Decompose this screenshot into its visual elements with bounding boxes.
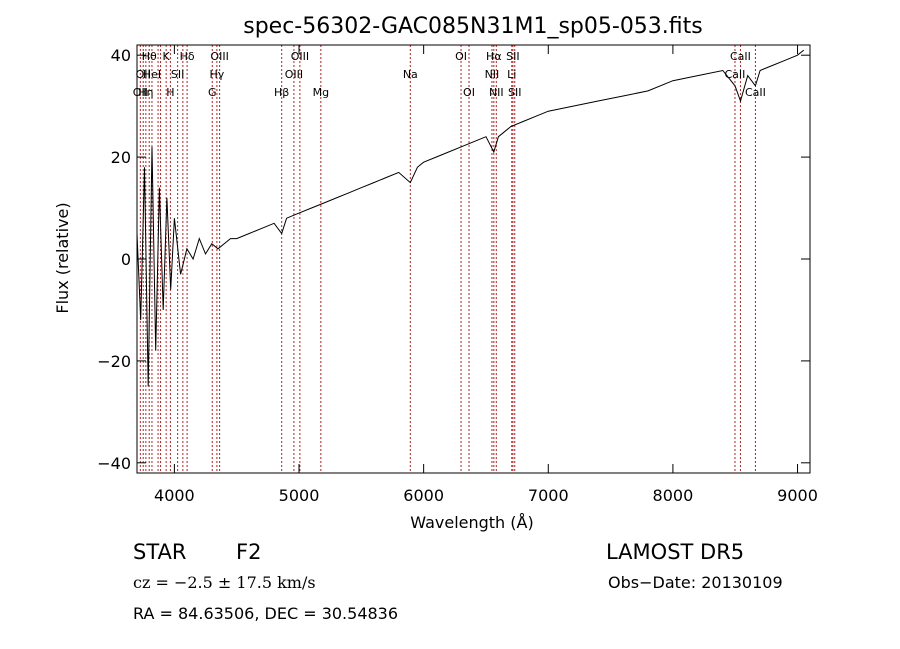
line-label-22: NII	[485, 68, 500, 81]
line-label-29: CaII	[730, 50, 751, 63]
x-tick-label-5: 9000	[777, 486, 818, 505]
flux-series-group	[136, 49, 805, 387]
line-label-11: Hδ	[180, 50, 195, 63]
chart-title: spec-56302-GAC085N31M1_sp05-053.fits	[243, 14, 703, 39]
line-label-1: OII	[136, 68, 151, 81]
x-tick-label-3: 7000	[528, 486, 569, 505]
line-label-27: SII	[508, 86, 521, 99]
line-label-26: SII	[506, 50, 519, 63]
x-tick-label-1: 5000	[279, 486, 320, 505]
spectral-line-labels: OIIOIIHηHθHeIKHSIIHδGHγOIIIHβOIIIOIIIMgN…	[133, 50, 766, 99]
y-tick-label-2: 0	[121, 250, 131, 269]
line-label-7: K	[163, 50, 171, 63]
x-axis-ticks: 4000 5000 6000 7000 8000 9000	[154, 45, 818, 505]
flux-series-line-0	[136, 49, 805, 387]
line-label-2: Hη	[138, 86, 153, 99]
y-tick-label-1: −20	[97, 352, 131, 371]
line-label-9: SII	[171, 68, 184, 81]
line-label-3: Hθ	[142, 50, 157, 63]
line-label-28: CaII	[725, 68, 746, 81]
line-label-18: Mg	[313, 86, 329, 99]
line-label-20: OI	[455, 50, 467, 63]
x-tick-label-2: 6000	[403, 486, 444, 505]
y-axis-ticks: −40 −20 0 20 40	[97, 46, 810, 473]
line-label-13: Hγ	[209, 68, 224, 81]
y-tick-label-4: 40	[111, 46, 131, 65]
line-label-15: Hβ	[274, 86, 289, 99]
x-tick-label-4: 8000	[653, 486, 694, 505]
spectral-line-markers	[139, 45, 756, 473]
line-label-8: H	[166, 86, 174, 99]
obs-date: Obs−Date: 20130109	[608, 573, 783, 592]
y-tick-label-3: 20	[111, 148, 131, 167]
line-label-30: CaII	[745, 86, 766, 99]
line-label-12: G	[208, 86, 217, 99]
line-label-25: Li	[507, 68, 516, 81]
line-label-14: OIII	[210, 50, 228, 63]
line-label-16: OIII	[285, 68, 303, 81]
y-axis-label: Flux (relative)	[53, 202, 72, 313]
line-label-24: NII	[489, 86, 504, 99]
plot-frame	[136, 44, 811, 474]
x-axis-label: Wavelength (Å)	[410, 513, 533, 532]
line-label-17: OIII	[291, 50, 309, 63]
line-label-23: Hα	[486, 50, 502, 63]
line-label-19: Na	[403, 68, 418, 81]
velocity-readout: cz = −2.5 ± 17.5 km/s	[133, 573, 316, 592]
y-tick-label-0: −40	[97, 454, 131, 473]
object-subclass: F2	[236, 540, 262, 564]
object-class: STAR	[133, 540, 187, 564]
line-label-4: HeI	[143, 68, 161, 81]
line-label-21: OI	[463, 86, 475, 99]
survey-name: LAMOST DR5	[606, 540, 745, 564]
coordinates: RA = 84.63506, DEC = 30.54836	[133, 604, 399, 623]
x-tick-label-0: 4000	[154, 486, 195, 505]
